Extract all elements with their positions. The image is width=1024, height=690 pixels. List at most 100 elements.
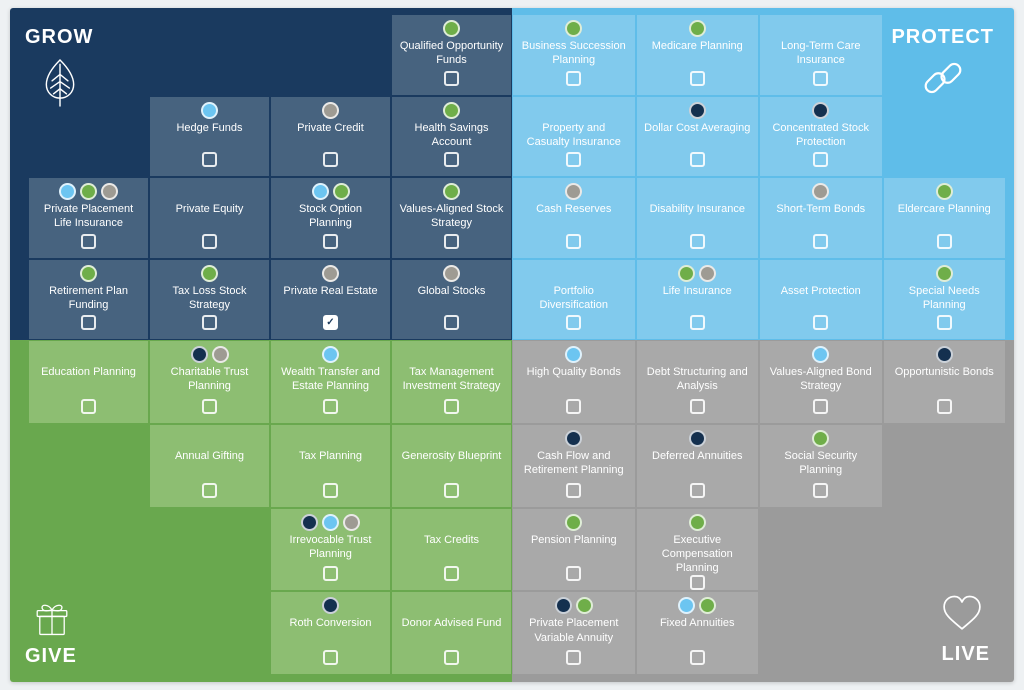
planning-item-cell[interactable]: Roth Conversion (270, 591, 391, 675)
cell-checkbox[interactable] (81, 398, 96, 414)
planning-item-cell[interactable]: Special Needs Planning (882, 258, 1006, 340)
cell-checkbox[interactable] (566, 233, 582, 249)
planning-item-cell[interactable]: Health Savings Account (391, 95, 512, 177)
cell-checkbox[interactable] (813, 315, 829, 330)
cell-checkbox[interactable] (81, 233, 96, 249)
planning-item-cell[interactable]: Business Succession Planning (512, 14, 636, 96)
planning-item-cell[interactable]: Qualified Opportunity Funds (391, 14, 512, 96)
planning-item-cell[interactable]: Cash Flow and Retirement Planning (512, 423, 636, 508)
planning-item-cell[interactable]: Private Real Estate ✓ (270, 258, 391, 340)
cell-checkbox[interactable] (444, 482, 459, 498)
planning-item-cell[interactable]: Wealth Transfer and Estate Planning (270, 340, 391, 424)
planning-item-cell[interactable]: Dollar Cost Averaging (635, 95, 759, 177)
planning-item-cell[interactable]: Cash Reserves (512, 177, 636, 259)
planning-item-cell[interactable]: Charitable Trust Planning (149, 340, 270, 424)
cell-checkbox[interactable] (202, 233, 217, 249)
planning-item-cell[interactable]: Private Credit (270, 95, 391, 177)
planning-item-cell[interactable]: Debt Structuring and Analysis (635, 340, 759, 424)
cell-checkbox[interactable] (444, 398, 459, 414)
cell-checkbox[interactable] (566, 315, 582, 330)
planning-item-cell[interactable]: Medicare Planning (635, 14, 759, 96)
planning-item-cell[interactable]: Tax Loss Stock Strategy (149, 258, 270, 340)
cell-checkbox[interactable] (813, 152, 829, 167)
cell-checkbox[interactable] (444, 152, 459, 167)
planning-item-cell[interactable]: Irrevocable Trust Planning (270, 507, 391, 592)
planning-item-cell[interactable]: Donor Advised Fund (391, 591, 512, 675)
cell-checkbox[interactable] (444, 650, 459, 665)
planning-item-cell[interactable]: Social Security Planning (759, 423, 883, 508)
cell-checkbox[interactable] (566, 650, 582, 665)
cell-checkbox[interactable] (813, 482, 829, 498)
cell-checkbox[interactable] (444, 70, 459, 86)
planning-item-cell[interactable]: Global Stocks (391, 258, 512, 340)
planning-item-cell[interactable]: Short-Term Bonds (759, 177, 883, 259)
cell-checkbox[interactable] (202, 315, 217, 330)
planning-item-cell[interactable]: Stock Option Planning (270, 177, 391, 259)
planning-item-cell[interactable]: Tax Credits (391, 507, 512, 592)
cell-checkbox[interactable] (813, 398, 829, 414)
planning-item-cell[interactable]: Pension Planning (512, 507, 636, 592)
cell-checkbox[interactable] (689, 233, 705, 249)
planning-item-cell[interactable]: Education Planning (28, 340, 149, 424)
cell-checkbox[interactable] (813, 70, 829, 86)
planning-item-cell[interactable]: Long-Term Care Insurance (759, 14, 883, 96)
cell-checkbox[interactable] (566, 70, 582, 86)
planning-item-cell[interactable]: Private Placement Life Insurance (28, 177, 149, 259)
cell-checkbox[interactable] (813, 233, 829, 249)
cell-checkbox[interactable] (202, 398, 217, 414)
cell-checkbox[interactable] (323, 233, 338, 249)
planning-item-cell[interactable]: Life Insurance (635, 258, 759, 340)
cell-checkbox[interactable] (202, 482, 217, 498)
planning-item-cell[interactable]: Private Equity (149, 177, 270, 259)
planning-item-cell[interactable]: Values-Aligned Stock Strategy (391, 177, 512, 259)
planning-item-cell[interactable]: Eldercare Planning (882, 177, 1006, 259)
cell-label: Generosity Blueprint (401, 449, 502, 462)
cell-checkbox[interactable] (689, 482, 705, 498)
cell-checkbox[interactable] (689, 650, 705, 665)
planning-item-cell[interactable]: Tax Planning (270, 423, 391, 508)
cell-checkbox[interactable] (689, 315, 705, 330)
cell-checkbox[interactable] (323, 650, 338, 665)
cell-checkbox[interactable] (566, 482, 582, 498)
planning-item-cell[interactable]: Values-Aligned Bond Strategy (759, 340, 883, 424)
cell-checkbox[interactable] (936, 233, 952, 249)
planning-item-cell[interactable]: Disability Insurance (635, 177, 759, 259)
planning-item-cell[interactable]: Annual Gifting (149, 423, 270, 508)
planning-item-cell[interactable]: Generosity Blueprint (391, 423, 512, 508)
planning-item-cell[interactable]: Executive Compensation Planning (635, 507, 759, 592)
planning-item-cell[interactable]: High Quality Bonds (512, 340, 636, 424)
planning-item-cell[interactable]: Portfolio Diversification (512, 258, 636, 340)
planning-item-cell[interactable]: Property and Casualty Insurance (512, 95, 636, 177)
cell-checkbox[interactable] (689, 575, 705, 591)
planning-item-cell[interactable]: Tax Management Investment Strategy (391, 340, 512, 424)
cell-checkbox[interactable]: ✓ (323, 315, 338, 330)
cell-checkbox[interactable] (689, 398, 705, 414)
cell-checkbox[interactable] (202, 152, 217, 167)
cell-checkbox[interactable] (936, 398, 952, 414)
planning-item-cell[interactable]: Opportunistic Bonds (882, 340, 1006, 424)
planning-item-cell[interactable]: Hedge Funds (149, 95, 270, 177)
cell-checkbox[interactable] (566, 566, 582, 582)
dot-row (554, 597, 593, 615)
cell-checkbox[interactable] (323, 482, 338, 498)
cell-checkbox[interactable] (444, 315, 459, 330)
cell-checkbox[interactable] (81, 315, 96, 330)
cell-checkbox[interactable] (444, 233, 459, 249)
cell-checkbox[interactable] (566, 152, 582, 167)
planning-item-cell[interactable]: Private Placement Variable Annuity (512, 591, 636, 675)
cell-checkbox[interactable] (323, 398, 338, 414)
planning-item-cell[interactable]: Fixed Annuities (635, 591, 759, 675)
cell-checkbox[interactable] (689, 152, 705, 167)
planning-item-cell[interactable]: Asset Protection (759, 258, 883, 340)
planning-item-cell[interactable]: Concentrated Stock Protection (759, 95, 883, 177)
planning-item-cell[interactable]: Deferred Annuities (635, 423, 759, 508)
cell-checkbox[interactable] (936, 315, 952, 330)
cell-checkbox[interactable] (323, 566, 338, 582)
planning-item-cell[interactable]: Retirement Plan Funding (28, 258, 149, 340)
cell-checkbox[interactable] (323, 152, 338, 167)
cell-checkbox[interactable] (689, 70, 705, 86)
cell-label: Tax Planning (299, 449, 362, 462)
gray-dot (443, 264, 460, 282)
cell-checkbox[interactable] (566, 398, 582, 414)
cell-checkbox[interactable] (444, 566, 459, 582)
